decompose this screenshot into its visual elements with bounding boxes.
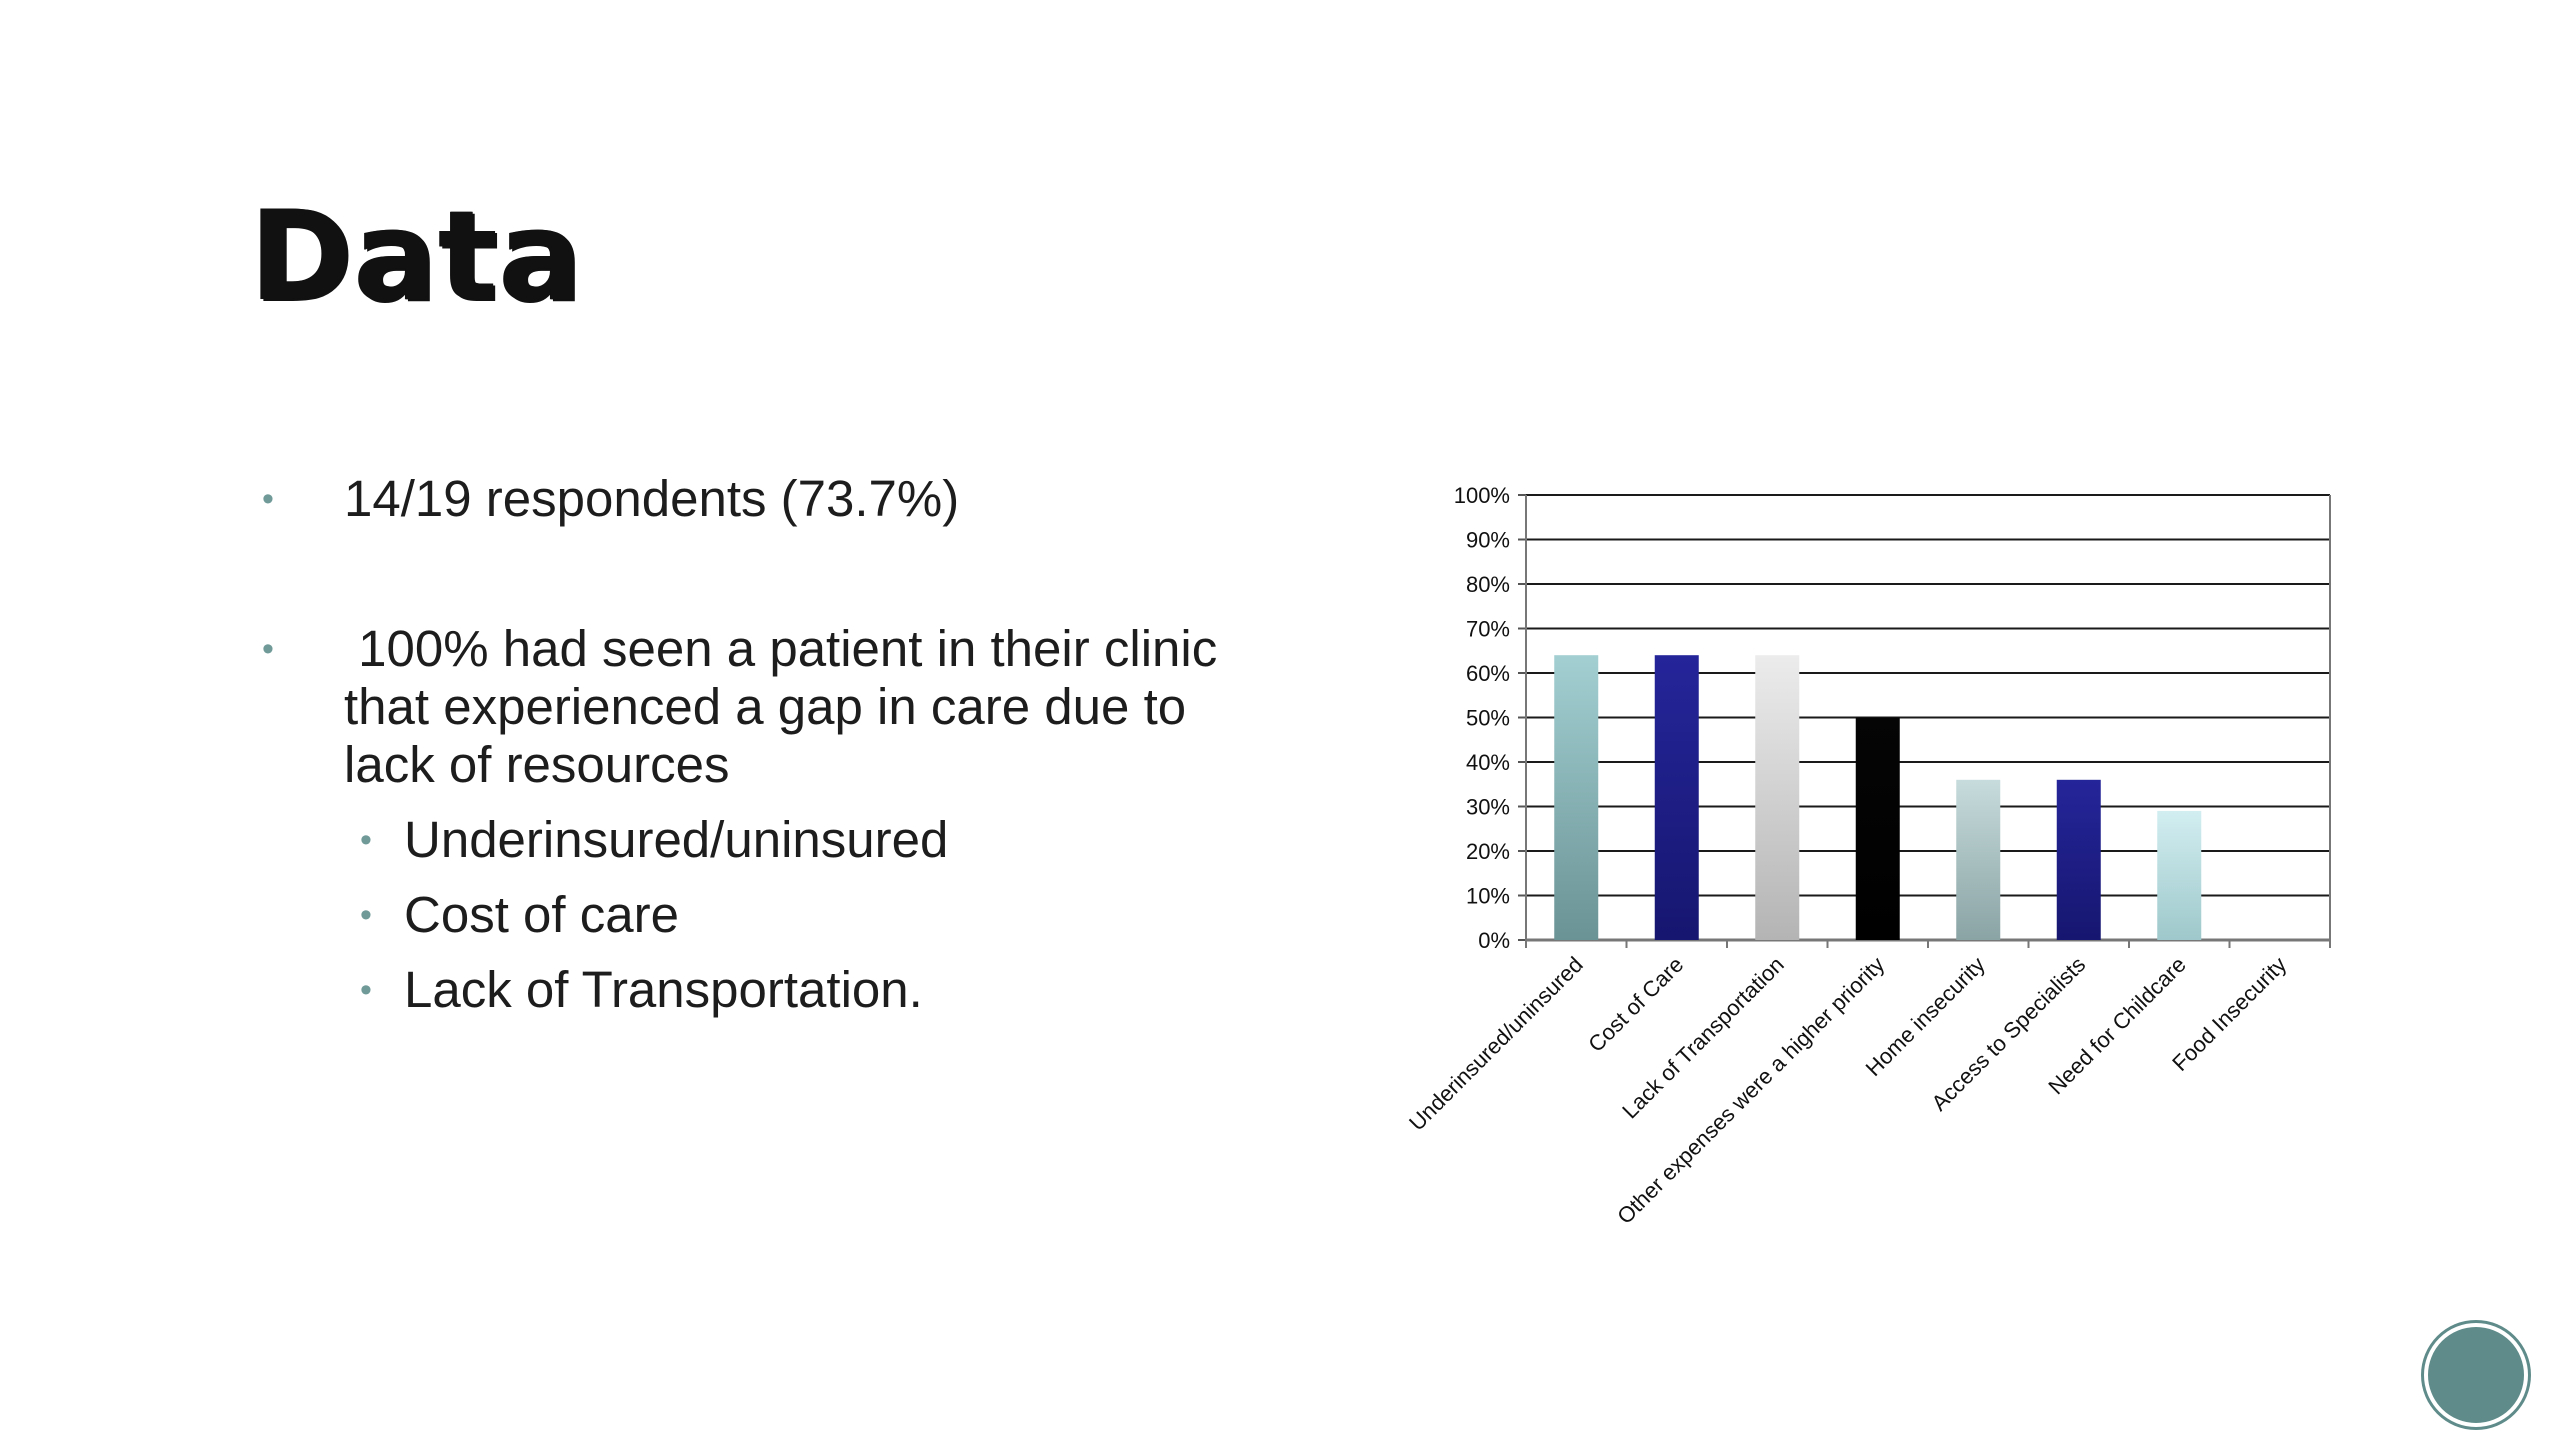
bullet-dot: • [360, 821, 372, 859]
bar [1956, 779, 2001, 940]
y-tick-label: 10% [1466, 884, 1510, 909]
bullet-text: 100% had seen a patient in their clinic … [344, 620, 1232, 793]
bullet-item: • Lack of Transportation. [300, 961, 1260, 1019]
y-tick-label: 40% [1466, 750, 1510, 775]
bar [1855, 717, 1900, 940]
circle-badge-icon [2424, 1323, 2528, 1427]
y-tick-label: 90% [1466, 528, 1510, 553]
y-tick-label: 80% [1466, 572, 1510, 597]
bar [1654, 655, 1699, 940]
bar [2157, 810, 2202, 940]
bullet-list: • 14/19 respondents (73.7%) • 100% had s… [262, 470, 1260, 1019]
y-tick-label: 20% [1466, 839, 1510, 864]
bullet-text: Underinsured/uninsured [404, 811, 949, 868]
bar [1755, 655, 1800, 940]
bar-chart: 0% 10% 20% 30% 40% 50% 60% 70% 80% 90% 100% Underi… [1404, 483, 2331, 1229]
bullet-text: Lack of Transportation. [404, 961, 923, 1018]
y-tick-label: 100% [1454, 483, 1510, 508]
bullet-item: • 100% had seen a patient in their clini… [262, 620, 1260, 794]
bullet-dot: • [262, 480, 274, 518]
y-tick-label: 0% [1478, 928, 1510, 953]
bullet-dot: • [360, 896, 372, 934]
x-tick-label: Cost of Care [1583, 952, 1688, 1057]
y-tick-label: 30% [1466, 795, 1510, 820]
x-tick-label: Lack of Transportation [1617, 952, 1789, 1124]
bullet-item: • Underinsured/uninsured [300, 811, 1260, 869]
x-tick-label: Underinsured/uninsured [1404, 952, 1588, 1136]
bar [1554, 655, 1599, 940]
slide-title: Data [250, 185, 584, 329]
y-tick-label: 60% [1466, 661, 1510, 686]
bullet-dot: • [262, 630, 274, 668]
bullet-text: Cost of care [404, 886, 679, 943]
bullet-item: • Cost of care [300, 886, 1260, 944]
bar [2056, 779, 2101, 940]
bullet-item: • 14/19 respondents (73.7%) [262, 470, 1260, 528]
y-tick-label: 50% [1466, 706, 1510, 731]
bullet-dot: • [360, 971, 372, 1009]
bullet-text: 14/19 respondents (73.7%) [344, 470, 960, 527]
y-tick-label: 70% [1466, 617, 1510, 642]
